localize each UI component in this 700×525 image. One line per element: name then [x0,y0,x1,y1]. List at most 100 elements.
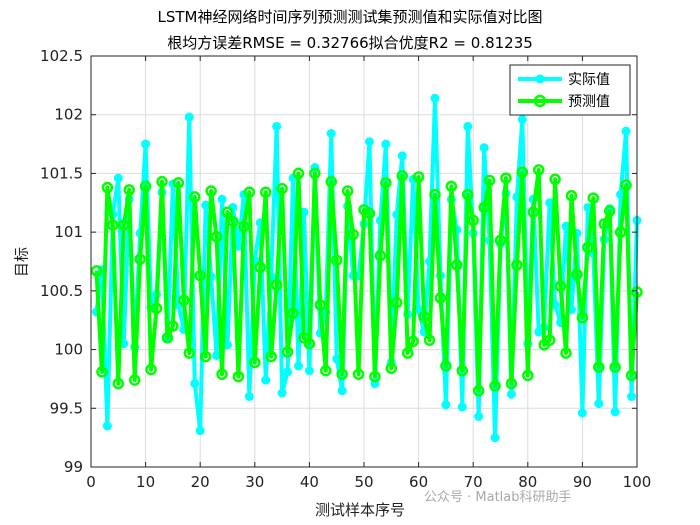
x-tick-label: 30 [245,473,264,491]
data-point-predicted [112,377,125,390]
data-point-actual [381,139,391,149]
x-tick-label: 40 [300,473,319,491]
data-point-predicted [620,179,632,191]
data-point-predicted [549,173,561,186]
x-tick-label: 100 [623,473,652,491]
data-point-actual [190,379,200,389]
data-point-predicted [232,370,245,383]
data-point-predicted [516,166,529,179]
data-point-predicted [205,185,217,197]
y-tick-label: 102 [54,106,83,124]
data-point-predicted [429,188,441,201]
data-point-actual [261,375,271,385]
legend-box [509,64,631,116]
data-point-predicted [188,191,201,203]
y-tick-label: 101 [54,223,83,241]
data-point-predicted [314,299,327,311]
data-point-predicted [478,201,490,214]
data-point-predicted [347,228,359,241]
data-point-predicted [571,268,583,281]
data-point-predicted [221,206,234,218]
data-point-predicted [107,219,119,231]
data-point-predicted [118,219,130,231]
data-point-actual [474,412,484,422]
data-point-actual [490,433,500,443]
data-point-actual [217,194,227,204]
data-point-predicted [139,180,152,193]
data-point-predicted [418,310,430,323]
data-point-predicted [603,205,616,217]
data-point-predicted [172,177,185,189]
data-point-predicted [254,261,267,274]
data-point-actual [201,200,211,210]
data-point-predicted [150,302,163,315]
data-point-actual [141,139,151,149]
y-tick-label: 99 [64,458,83,476]
y-tick-label: 100.5 [40,282,83,300]
data-point-predicted [320,364,332,377]
data-point-predicted [325,175,337,188]
data-point-predicted [101,181,114,194]
chart-title: LSTM神经网络时间序列预测测试集预测值和实际值对比图 [157,8,543,26]
data-point-predicted [227,215,239,228]
data-point-predicted [412,171,425,183]
data-point-predicted [352,368,365,380]
data-point-actual [337,386,347,396]
data-point-predicted [511,259,523,271]
data-point-predicted [259,186,272,198]
data-point-predicted [374,249,387,262]
data-point-predicted [609,361,621,373]
y-tick-label: 102.5 [40,47,83,65]
data-point-predicted [527,206,540,218]
data-point-predicted [385,362,398,375]
x-tick-label: 10 [136,473,155,491]
data-point-actual [610,407,620,417]
legend-label-actual: 实际值 [568,72,610,88]
x-tick-label: 80 [518,473,537,491]
data-point-predicted [281,346,294,358]
data-point-predicted [145,363,157,376]
data-point-predicted [90,265,103,277]
data-point-actual [195,426,205,436]
data-point-predicted [407,335,419,348]
data-point-actual [594,399,604,409]
data-point-predicted [560,347,572,359]
data-point-predicted [576,312,589,324]
x-tick-label: 70 [464,473,483,491]
data-point-predicted [243,186,256,198]
data-point-actual [364,137,374,147]
data-point-actual [283,367,293,377]
data-point-predicted [238,220,250,233]
data-point-predicted [456,364,469,377]
x-tick-label: 90 [573,473,592,491]
data-point-predicted [183,347,196,359]
data-point-predicted [292,167,305,180]
x-tick-label: 0 [86,473,96,491]
data-point-predicted [380,177,392,189]
legend: 实际值 预测值 [509,64,631,116]
data-point-predicted [199,350,212,363]
data-point-predicted [522,369,534,382]
chart-subtitle: 根均方误差RMSE = 0.32766拟合优度R2 = 0.81235 [167,34,533,52]
data-point-actual [184,112,194,122]
data-point-predicted [483,174,496,187]
data-point-predicted [210,231,223,243]
data-point-predicted [532,164,545,176]
data-point-predicted [369,370,381,383]
data-point-actual [277,388,287,398]
data-point-actual [479,143,489,153]
x-tick-label: 60 [409,473,428,491]
data-point-predicted [445,180,458,193]
data-point-actual [627,392,637,402]
data-point-actual [272,121,282,131]
data-point-actual [326,129,336,139]
x-axis-label: 测试样本序号 [314,501,405,519]
data-point-predicted [134,253,146,265]
data-point-predicted [494,234,507,247]
data-point-predicted [582,241,594,254]
data-point-predicted [489,380,501,392]
data-point-predicted [128,374,141,386]
data-point-predicted [554,280,567,292]
data-point-actual [397,151,407,161]
data-point-actual [441,400,451,410]
